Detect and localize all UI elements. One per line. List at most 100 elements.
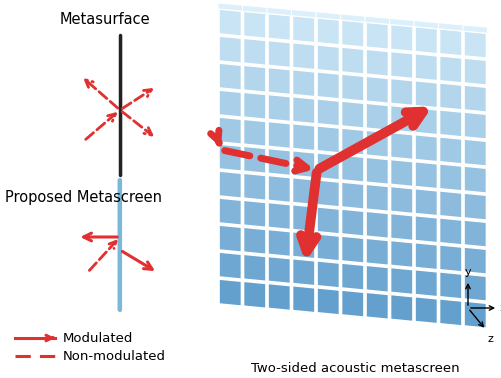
Polygon shape — [218, 63, 241, 90]
Polygon shape — [218, 144, 241, 171]
Polygon shape — [414, 54, 437, 81]
Polygon shape — [390, 160, 412, 187]
Polygon shape — [243, 227, 266, 254]
Polygon shape — [292, 150, 314, 178]
Polygon shape — [463, 193, 485, 220]
Polygon shape — [413, 20, 438, 29]
Polygon shape — [438, 245, 461, 272]
Polygon shape — [316, 180, 339, 207]
Polygon shape — [438, 299, 461, 326]
Polygon shape — [291, 9, 315, 18]
Polygon shape — [438, 218, 461, 245]
Polygon shape — [243, 146, 266, 174]
Polygon shape — [390, 78, 412, 105]
Polygon shape — [365, 103, 388, 130]
Polygon shape — [243, 254, 266, 281]
Polygon shape — [268, 284, 290, 311]
Polygon shape — [463, 139, 485, 166]
Polygon shape — [243, 11, 266, 39]
Polygon shape — [341, 128, 363, 155]
Polygon shape — [414, 270, 437, 297]
Polygon shape — [463, 220, 485, 247]
Text: Two-sided acoustic metascreen: Two-sided acoustic metascreen — [250, 361, 458, 375]
Polygon shape — [341, 209, 363, 236]
Polygon shape — [268, 175, 290, 203]
Text: z: z — [487, 334, 493, 344]
Polygon shape — [218, 9, 241, 36]
Polygon shape — [365, 130, 388, 157]
Polygon shape — [463, 58, 485, 85]
Polygon shape — [218, 36, 241, 63]
Polygon shape — [243, 119, 266, 146]
Polygon shape — [341, 101, 363, 128]
Polygon shape — [218, 117, 241, 144]
Polygon shape — [364, 16, 389, 25]
Polygon shape — [292, 259, 314, 286]
Polygon shape — [414, 162, 437, 189]
Polygon shape — [438, 164, 461, 191]
Polygon shape — [390, 51, 412, 79]
Polygon shape — [341, 236, 363, 263]
Polygon shape — [414, 81, 437, 108]
Polygon shape — [438, 23, 462, 31]
Polygon shape — [414, 108, 437, 135]
Polygon shape — [243, 65, 266, 92]
Polygon shape — [268, 229, 290, 257]
Polygon shape — [365, 292, 388, 319]
Polygon shape — [390, 294, 412, 322]
Polygon shape — [341, 74, 363, 101]
Polygon shape — [414, 297, 437, 324]
Polygon shape — [218, 225, 241, 252]
Polygon shape — [365, 49, 388, 76]
Text: Metasurface: Metasurface — [60, 12, 150, 27]
Polygon shape — [268, 94, 290, 122]
Polygon shape — [268, 121, 290, 149]
Polygon shape — [292, 15, 314, 43]
Polygon shape — [365, 211, 388, 239]
Polygon shape — [218, 198, 241, 225]
Polygon shape — [341, 47, 363, 74]
Text: Modulated: Modulated — [63, 332, 133, 344]
Text: y: y — [464, 267, 470, 277]
Polygon shape — [390, 267, 412, 294]
Polygon shape — [268, 202, 290, 229]
Polygon shape — [316, 99, 339, 126]
Polygon shape — [242, 5, 267, 13]
Polygon shape — [414, 215, 437, 243]
Polygon shape — [390, 214, 412, 241]
Polygon shape — [438, 110, 461, 137]
Polygon shape — [292, 286, 314, 313]
Polygon shape — [316, 234, 339, 261]
Polygon shape — [243, 173, 266, 200]
Polygon shape — [243, 200, 266, 228]
Polygon shape — [463, 112, 485, 139]
Polygon shape — [438, 191, 461, 218]
Polygon shape — [292, 70, 314, 97]
Polygon shape — [292, 124, 314, 151]
Polygon shape — [390, 186, 412, 214]
Polygon shape — [218, 252, 241, 279]
Polygon shape — [365, 184, 388, 211]
Polygon shape — [341, 263, 363, 290]
Polygon shape — [243, 281, 266, 308]
Polygon shape — [292, 178, 314, 205]
Polygon shape — [463, 166, 485, 193]
Polygon shape — [268, 67, 290, 94]
Polygon shape — [316, 288, 339, 315]
Text: Proposed Metascreen: Proposed Metascreen — [5, 190, 162, 205]
Text: x: x — [499, 303, 501, 313]
Polygon shape — [292, 97, 314, 124]
Polygon shape — [341, 182, 363, 209]
Polygon shape — [243, 38, 266, 65]
Polygon shape — [341, 20, 363, 47]
Polygon shape — [438, 137, 461, 164]
Polygon shape — [218, 279, 241, 306]
Polygon shape — [268, 40, 290, 68]
Polygon shape — [268, 13, 290, 40]
Polygon shape — [438, 272, 461, 299]
Polygon shape — [365, 157, 388, 184]
Polygon shape — [390, 240, 412, 268]
Polygon shape — [341, 155, 363, 182]
Polygon shape — [218, 90, 241, 117]
Polygon shape — [316, 261, 339, 288]
